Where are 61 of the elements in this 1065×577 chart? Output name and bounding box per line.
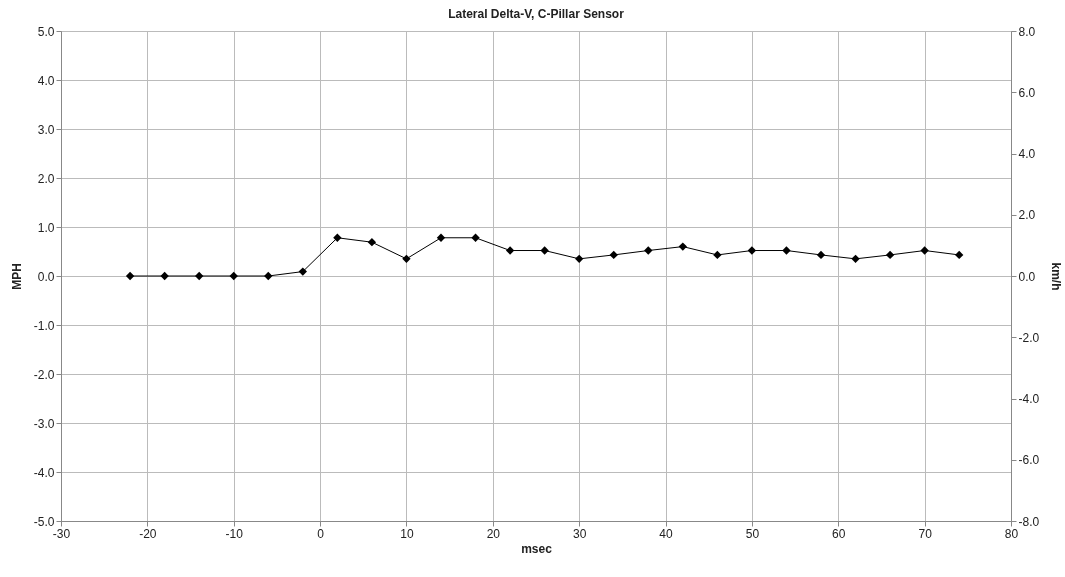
y2-tick-label: 6.0 [1018, 85, 1036, 100]
y2-tick-label: -4.0 [1018, 392, 1040, 406]
point [264, 271, 273, 281]
point [367, 238, 377, 247]
point [402, 254, 411, 264]
x-axis-title: msec [521, 541, 553, 556]
point [955, 250, 964, 260]
point [505, 246, 515, 255]
point [229, 271, 238, 281]
y-tick-label: -3.0 [33, 416, 55, 431]
point [436, 233, 446, 242]
y-tick-label: 0.0 [37, 269, 55, 284]
point [160, 271, 169, 281]
chart-title: Lateral Delta-V, C-Pillar Sensor [448, 7, 625, 21]
point [678, 242, 687, 251]
point [540, 246, 549, 255]
y-tick-label: 4.0 [37, 73, 55, 88]
y2-tick-label: 2.0 [1018, 208, 1036, 223]
x-tick-label: 30 [573, 526, 587, 541]
x-tick-label: -10 [225, 526, 244, 541]
y-axis-title: MPH [9, 263, 24, 290]
y-tick-label: -1.0 [33, 318, 55, 333]
point [713, 250, 722, 260]
y-tick-label: -5.0 [33, 514, 55, 529]
x-tick-label: 60 [832, 526, 846, 541]
x-tick-label: 0 [317, 526, 325, 541]
point [782, 246, 791, 255]
y2-tick-label: 4.0 [1018, 147, 1036, 161]
y2-tick-label: -6.0 [1018, 453, 1040, 468]
x-tick-label: 50 [745, 526, 760, 541]
y2-tick-label: 0.0 [1018, 269, 1036, 284]
point [851, 254, 860, 264]
point [885, 250, 895, 260]
point [471, 233, 480, 242]
y-tick-label: 5.0 [37, 24, 55, 39]
x-tick-label: -30 [52, 526, 71, 541]
y-tick-label: -4.0 [33, 465, 55, 480]
x-tick-label: 20 [486, 526, 501, 541]
y2-tick-label: -8.0 [1018, 514, 1040, 529]
x-tick-label: 40 [659, 526, 674, 541]
y-tick-label: 2.0 [37, 171, 55, 186]
y-tick-label: -2.0 [33, 367, 55, 382]
x-tick-label: 70 [918, 526, 933, 541]
point [747, 246, 757, 255]
point [920, 246, 929, 255]
x-tick-label: 10 [400, 526, 414, 541]
point [609, 250, 618, 260]
point [333, 233, 342, 242]
x-tick-label: 80 [1004, 526, 1019, 541]
point [644, 246, 653, 255]
x-tick-label: -20 [139, 526, 157, 541]
y2-axis-title: km/h [1049, 262, 1064, 291]
y-tick-label: 3.0 [37, 122, 55, 137]
point [195, 271, 204, 281]
point [298, 267, 307, 276]
point [816, 250, 826, 260]
y2-tick-label: 8.0 [1018, 24, 1036, 39]
point [125, 271, 135, 281]
y2-tick-label: -2.0 [1018, 330, 1040, 345]
y-tick-label: 1.0 [37, 220, 55, 235]
point [575, 254, 584, 264]
